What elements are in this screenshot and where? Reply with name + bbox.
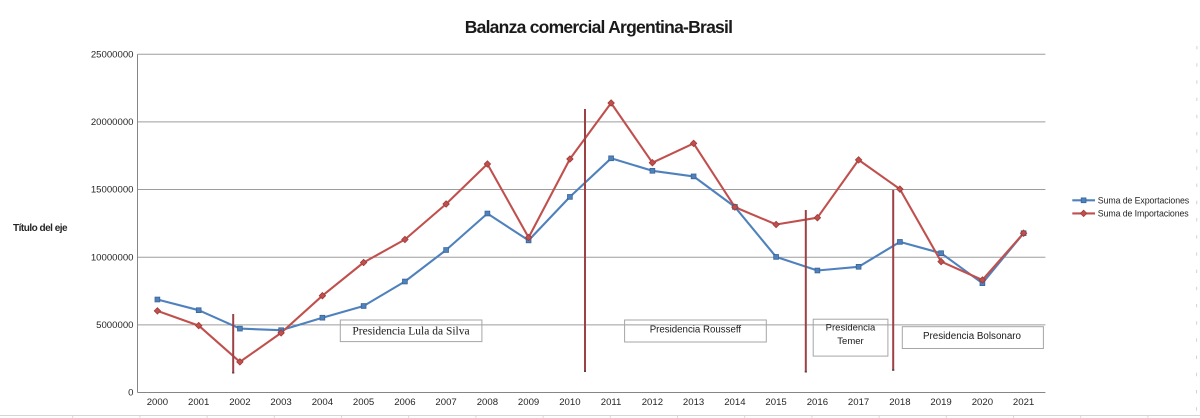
svg-text:Presidencia: Presidencia <box>826 323 876 334</box>
svg-text:2017: 2017 <box>848 397 869 408</box>
svg-text:2005: 2005 <box>353 397 374 408</box>
svg-text:2010: 2010 <box>559 397 580 408</box>
svg-text:5000000: 5000000 <box>96 320 133 331</box>
svg-text:2003: 2003 <box>270 397 291 408</box>
svg-text:2004: 2004 <box>312 397 334 408</box>
svg-text:0: 0 <box>128 388 133 399</box>
svg-text:2013: 2013 <box>683 397 704 408</box>
svg-text:2012: 2012 <box>642 397 663 408</box>
svg-text:2021: 2021 <box>1013 397 1034 408</box>
svg-text:2002: 2002 <box>229 397 250 408</box>
svg-text:20000000: 20000000 <box>91 117 134 128</box>
svg-text:Suma de Importaciones: Suma de Importaciones <box>1098 209 1190 219</box>
svg-text:Título del eje: Título del eje <box>13 223 68 234</box>
svg-text:Balanza comercial Argentina-Br: Balanza comercial Argentina-Brasil <box>465 17 733 37</box>
svg-text:2018: 2018 <box>889 397 910 408</box>
svg-text:15000000: 15000000 <box>91 185 134 196</box>
svg-text:2015: 2015 <box>765 397 786 408</box>
svg-text:2001: 2001 <box>188 397 209 408</box>
svg-text:2009: 2009 <box>518 397 539 408</box>
svg-text:Temer: Temer <box>837 336 863 347</box>
svg-text:2014: 2014 <box>724 397 746 408</box>
svg-text:2000: 2000 <box>147 397 168 408</box>
svg-text:10000000: 10000000 <box>91 252 134 263</box>
svg-text:Presidencia Rousseff: Presidencia Rousseff <box>650 325 742 336</box>
svg-text:2007: 2007 <box>435 397 456 408</box>
svg-text:2006: 2006 <box>394 397 415 408</box>
svg-text:2011: 2011 <box>601 397 622 408</box>
svg-text:2019: 2019 <box>930 397 951 408</box>
svg-text:2016: 2016 <box>807 397 828 408</box>
svg-text:2008: 2008 <box>477 397 498 408</box>
svg-text:25000000: 25000000 <box>91 50 134 61</box>
svg-text:Presidencia Lula da Silva: Presidencia Lula da Silva <box>352 326 469 338</box>
svg-text:Presidencia Bolsonaro: Presidencia Bolsonaro <box>923 331 1022 342</box>
svg-text:Suma de Exportaciones: Suma de Exportaciones <box>1098 196 1190 206</box>
svg-text:2020: 2020 <box>972 397 993 408</box>
